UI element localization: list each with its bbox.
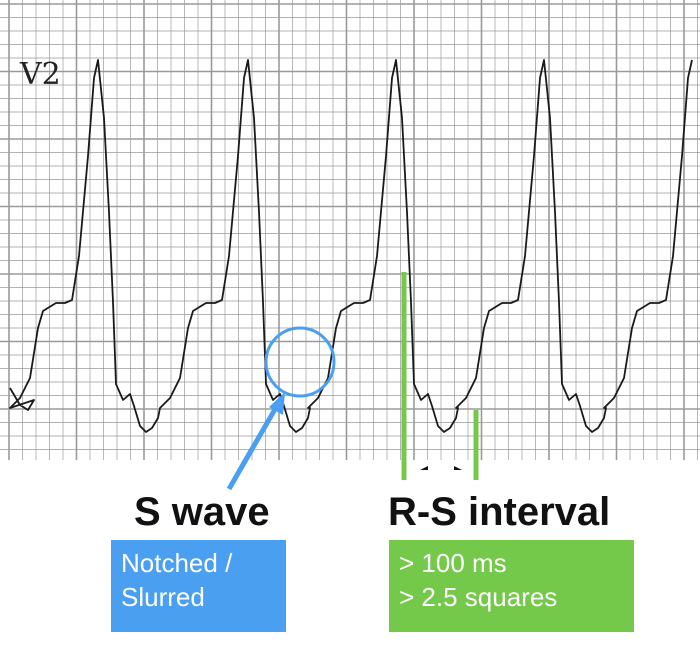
lead-label: V2 (19, 57, 61, 92)
rs-interval-box-line-1: > 100 ms (399, 548, 507, 578)
s-wave-arrow-head (269, 392, 285, 415)
interval-arrow-left-head (420, 466, 428, 470)
s-wave-arrow-shaft (237, 402, 281, 470)
s-wave-box: Notched / Slurred (111, 540, 286, 632)
rs-interval-title: R-S interval (388, 490, 611, 534)
rs-interval-box: > 100 ms > 2.5 squares (389, 540, 634, 632)
rs-interval-box-line-2: > 2.5 squares (399, 582, 558, 612)
s-wave-box-line-2: Slurred (121, 582, 205, 612)
ecg-strip: V2 (0, 0, 700, 470)
ecg-trace (9, 59, 693, 433)
s-wave-circle (264, 326, 336, 398)
ecg-grid (0, 0, 700, 460)
s-wave-box-line-1: Notched / (121, 548, 233, 578)
interval-arrow-right-head (454, 466, 462, 470)
s-wave-title: S wave (134, 490, 270, 534)
